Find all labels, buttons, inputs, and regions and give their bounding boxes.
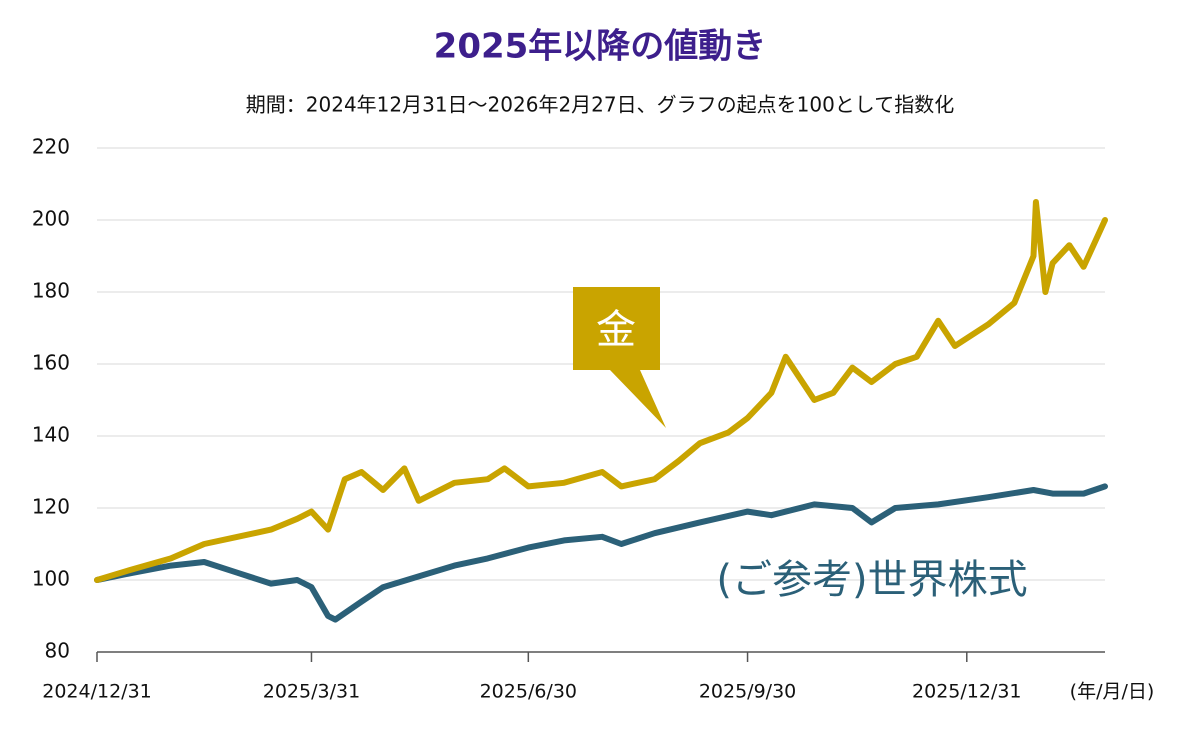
y-tick-label: 220: [32, 135, 70, 159]
y-tick-label: 140: [32, 423, 70, 447]
y-tick-label: 200: [32, 207, 70, 231]
x-tick-label: 2025/12/31: [912, 681, 1022, 703]
series-line: [94, 483, 1108, 623]
x-tick-label: 2025/3/31: [263, 681, 360, 703]
x-tick-label: 2025/6/30: [480, 681, 577, 703]
y-tick-label: 180: [32, 279, 70, 303]
y-tick-label: 100: [32, 567, 70, 591]
y-tick-label: 80: [45, 639, 70, 663]
x-tick-label: 2025/9/30: [699, 681, 796, 703]
y-tick-label: 160: [32, 351, 70, 375]
gold-label: 金: [596, 307, 636, 353]
chart-subtitle: 期間：2024年12月31日〜2026年2月27日、グラフの起点を100として指…: [246, 93, 954, 117]
world-label: (ご参考)世界株式: [716, 557, 1027, 603]
callout-box: [573, 287, 666, 428]
x-unit-label: (年/月/日): [1070, 681, 1155, 703]
y-tick-label: 120: [32, 495, 70, 519]
series-line: [94, 199, 1108, 583]
chart-title: 2025年以降の値動き: [434, 27, 767, 67]
x-tick-label: 2024/12/31: [42, 681, 152, 703]
